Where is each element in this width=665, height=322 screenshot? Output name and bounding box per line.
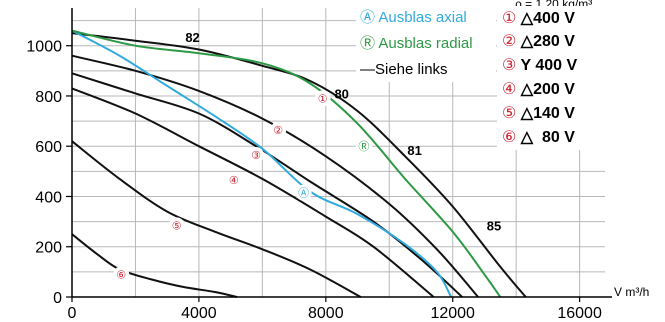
x-tick-label: 12000 (430, 305, 475, 322)
curve-marker: ⑤ (172, 220, 182, 232)
curve-marker: Ⓐ (298, 187, 309, 200)
efficiency-label: 82 (185, 30, 199, 45)
curve-marker: ⑥ (116, 269, 126, 281)
curve-marker-bg (270, 121, 287, 138)
curve-marker-bg (314, 90, 331, 107)
x-tick-label: 4000 (181, 305, 217, 322)
legend-axial: Ⓐ Ausblas axial (360, 9, 467, 26)
curve-marker: ① (318, 93, 328, 105)
style-legend: Ⓐ Ausblas axial Ⓡ Ausblas radial —Siehe … (356, 6, 496, 82)
series-line-7 (71, 29, 502, 298)
curve-marker: ③ (251, 150, 261, 162)
curves (71, 29, 527, 298)
y-tick-label: 600 (35, 139, 62, 156)
speed-legend: ① △400 V ② △280 V ③ Y 400 V ④ △200 V ⑤ △… (497, 6, 612, 150)
curve-marker-bg (248, 147, 265, 164)
axes: 0 200 400 600 800 1000 0 4000 8000 12000 16000 (26, 8, 612, 322)
legend-speed-5: ⑤ △140 V (502, 105, 575, 122)
efficiency-label: 85 (487, 219, 501, 234)
y-tick-label: 1000 (26, 39, 62, 56)
series-line-0 (71, 32, 527, 298)
efficiency-label: 80 (334, 87, 348, 102)
efficiency-label: 81 (407, 143, 421, 158)
series-line-2 (71, 72, 463, 298)
annotations: 82 80 81 85 ① ② ③ ④ ⑤ ⑥ Ⓐ Ⓡ (113, 30, 501, 283)
series-line-5 (71, 233, 238, 298)
y-tick-label: 400 (35, 189, 62, 206)
x-tick-label: 8000 (308, 305, 344, 322)
legend-radial: Ⓡ Ausblas radial (360, 35, 473, 52)
curve-marker-bg (355, 138, 372, 155)
series-line-4 (71, 140, 362, 298)
y-tick-label: 0 (53, 290, 62, 307)
legend-siehe-links: —Siehe links (360, 61, 448, 78)
legend-speed-6: ⑥ △ 80 V (502, 129, 575, 146)
curve-marker: ② (273, 125, 283, 137)
x-axis-label: V m³/h (614, 285, 649, 299)
legend-speed-3: ③ Y 400 V (502, 57, 577, 74)
y-tick-label: 800 (35, 89, 62, 106)
curve-marker: Ⓡ (358, 140, 369, 153)
curve-marker: ④ (229, 175, 239, 187)
density-label: ρ = 1,20 kg/m³ (515, 0, 592, 11)
style-legend-bg (356, 6, 496, 82)
x-tick-label: 16000 (557, 305, 602, 322)
series-line-6 (71, 29, 452, 298)
curve-marker-bg (225, 172, 242, 189)
legend-speed-2: ② △280 V (502, 33, 575, 50)
series-line-3 (71, 87, 435, 298)
curve-marker-bg (168, 217, 185, 234)
speed-legend-bg (497, 6, 612, 150)
legend-speed-4: ④ △200 V (502, 81, 575, 98)
curve-marker-bg (113, 266, 130, 283)
legend-speed-1: ① △400 V (502, 10, 575, 27)
x-tick-label: 0 (68, 305, 77, 322)
y-tick-label: 200 (35, 240, 62, 257)
series-line-1 (71, 54, 479, 298)
curve-marker-bg (295, 184, 312, 201)
